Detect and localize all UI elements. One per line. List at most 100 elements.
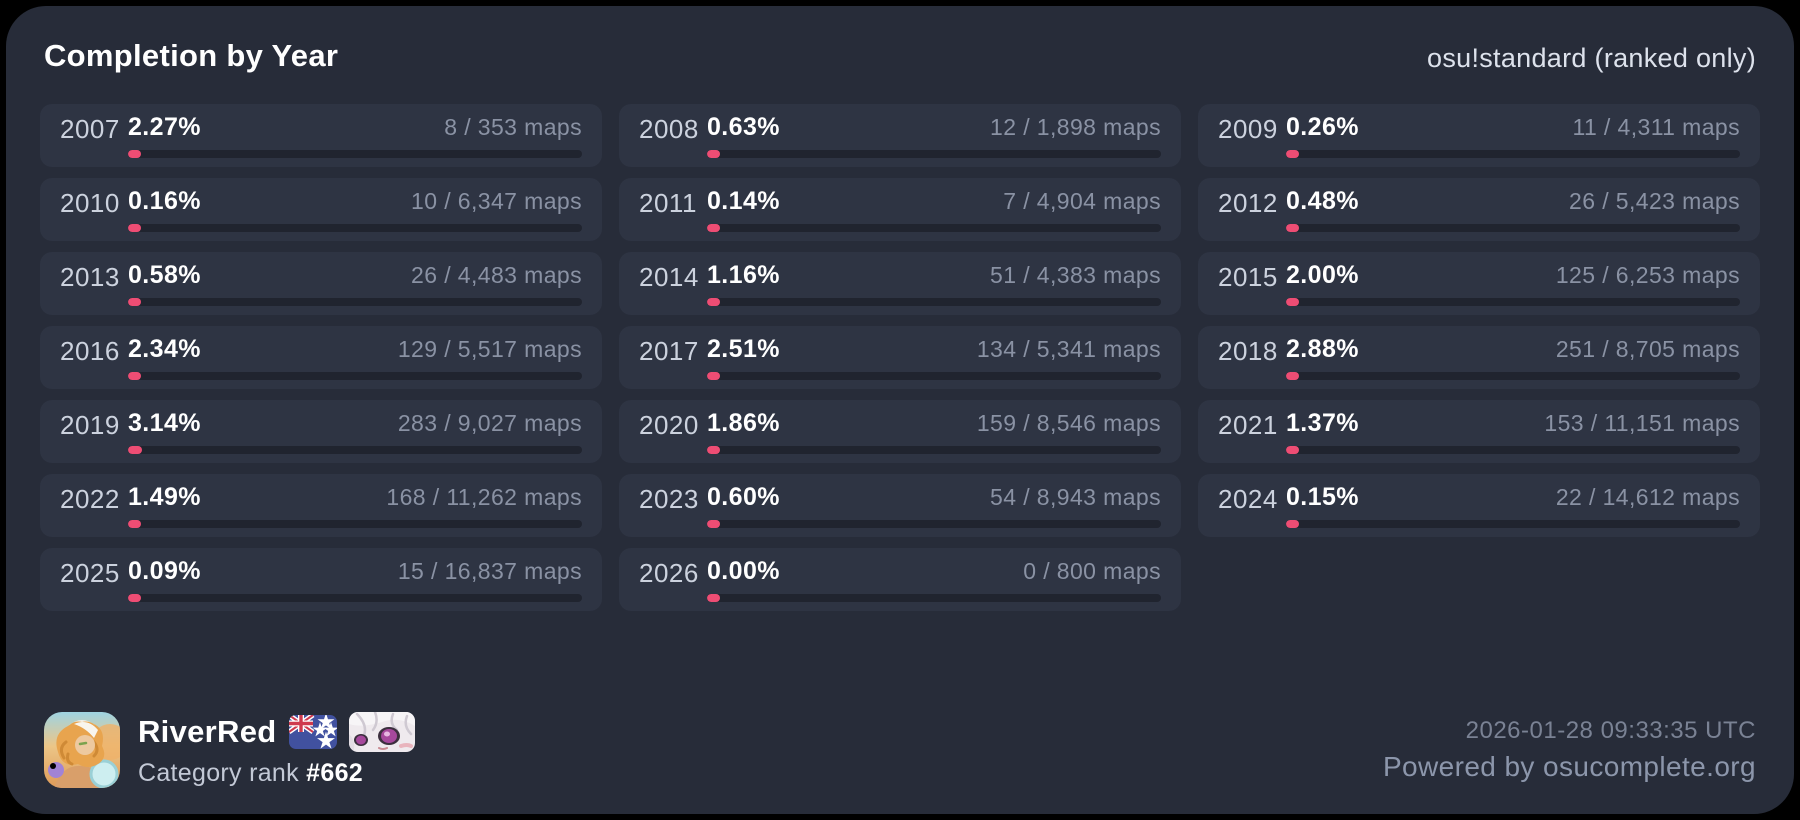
completion-percent: 0.16% [128, 187, 201, 215]
progress-bar [128, 594, 582, 602]
progress-bar-fill [707, 520, 720, 528]
year-label: 2007 [60, 113, 120, 144]
progress-bar-fill [1286, 224, 1299, 232]
year-completion-card: 2013 0.58% 26 / 4,483 maps [40, 252, 602, 315]
completion-percent: 2.88% [1286, 335, 1359, 363]
progress-bar [707, 594, 1161, 602]
completion-percent: 2.27% [128, 113, 201, 141]
year-label: 2021 [1218, 409, 1278, 440]
progress-bar [1286, 150, 1740, 158]
completion-percent: 2.00% [1286, 261, 1359, 289]
year-completion-card: 2009 0.26% 11 / 4,311 maps [1198, 104, 1760, 167]
year-label: 2011 [639, 187, 697, 218]
username: RiverRed [138, 714, 277, 749]
year-label: 2009 [1218, 113, 1278, 144]
maps-count: 125 / 6,253 maps [1555, 262, 1740, 288]
progress-bar-fill [128, 372, 141, 380]
progress-bar-fill [707, 446, 720, 454]
progress-bar [707, 298, 1161, 306]
header: Completion by Year osu!standard (ranked … [6, 6, 1794, 74]
completion-percent: 0.00% [707, 557, 780, 585]
maps-count: 22 / 14,612 maps [1555, 484, 1740, 510]
year-label: 2012 [1218, 187, 1278, 218]
progress-bar [128, 446, 582, 454]
year-completion-card: 2007 2.27% 8 / 353 maps [40, 104, 602, 167]
progress-bar-fill [128, 594, 141, 602]
progress-bar [707, 224, 1161, 232]
badge-avatar-icon [348, 712, 415, 752]
page-title: Completion by Year [44, 38, 339, 73]
year-label: 2016 [60, 335, 120, 366]
year-label: 2026 [639, 557, 699, 588]
category-rank-value: #662 [306, 759, 363, 787]
year-label: 2019 [60, 409, 120, 440]
progress-bar [1286, 446, 1740, 454]
year-completion-card: 2017 2.51% 134 / 5,341 maps [619, 326, 1181, 389]
year-completion-grid: 2007 2.27% 8 / 353 maps 2008 0.63% 12 / … [40, 104, 1760, 611]
maps-count: 11 / 4,311 maps [1572, 114, 1740, 140]
progress-bar [707, 372, 1161, 380]
completion-percent: 0.26% [1286, 113, 1359, 141]
maps-count: 15 / 16,837 maps [397, 558, 582, 584]
year-completion-card: 2026 0.00% 0 / 800 maps [619, 548, 1181, 611]
maps-count: 54 / 8,943 maps [990, 484, 1161, 510]
year-completion-card: 2024 0.15% 22 / 14,612 maps [1198, 474, 1760, 537]
progress-bar [707, 446, 1161, 454]
user-avatar [44, 712, 120, 788]
year-label: 2022 [60, 483, 120, 514]
year-completion-card: 2016 2.34% 129 / 5,517 maps [40, 326, 602, 389]
progress-bar [707, 520, 1161, 528]
year-completion-card: 2020 1.86% 159 / 8,546 maps [619, 400, 1181, 463]
year-label: 2013 [60, 261, 120, 292]
powered-by-link[interactable]: Powered by osucomplete.org [1382, 751, 1756, 782]
progress-bar-fill [707, 594, 720, 602]
year-label: 2025 [60, 557, 120, 588]
completion-percent: 2.34% [128, 335, 201, 363]
year-completion-card: 2025 0.09% 15 / 16,837 maps [40, 548, 602, 611]
year-completion-card: 2012 0.48% 26 / 5,423 maps [1198, 178, 1760, 241]
year-completion-card: 2015 2.00% 125 / 6,253 maps [1198, 252, 1760, 315]
progress-bar [128, 520, 582, 528]
progress-bar-fill [128, 298, 141, 306]
maps-count: 12 / 1,898 maps [990, 114, 1161, 140]
completion-percent: 1.86% [707, 409, 780, 437]
completion-percent: 0.48% [1286, 187, 1359, 215]
progress-bar-fill [128, 520, 141, 528]
mode-label: osu!standard (ranked only) [1427, 43, 1756, 73]
progress-bar-fill [707, 372, 720, 380]
completion-percent: 0.09% [128, 557, 201, 585]
category-rank-label: Category rank [138, 759, 299, 787]
progress-bar [128, 150, 582, 158]
completion-percent: 1.37% [1286, 409, 1359, 437]
year-label: 2018 [1218, 335, 1278, 366]
progress-bar [128, 224, 582, 232]
progress-bar-fill [1286, 298, 1299, 306]
maps-count: 129 / 5,517 maps [397, 336, 582, 362]
year-label: 2017 [639, 335, 699, 366]
progress-bar-fill [1286, 520, 1299, 528]
year-completion-card: 2014 1.16% 51 / 4,383 maps [619, 252, 1181, 315]
completion-percent: 1.49% [128, 483, 201, 511]
year-label: 2020 [639, 409, 699, 440]
completion-percent: 0.58% [128, 261, 201, 289]
progress-bar-fill [707, 298, 720, 306]
year-completion-card: 2021 1.37% 153 / 11,151 maps [1198, 400, 1760, 463]
maps-count: 153 / 11,151 maps [1544, 410, 1740, 436]
completion-percent: 3.14% [128, 409, 201, 437]
maps-count: 159 / 8,546 maps [976, 410, 1161, 436]
footer: RiverRed [44, 712, 1756, 788]
maps-count: 251 / 8,705 maps [1555, 336, 1740, 362]
progress-bar [128, 372, 582, 380]
maps-count: 10 / 6,347 maps [411, 188, 582, 214]
completion-percent: 0.14% [707, 187, 780, 215]
maps-count: 8 / 353 maps [444, 114, 582, 140]
progress-bar [1286, 298, 1740, 306]
year-completion-card: 2011 0.14% 7 / 4,904 maps [619, 178, 1181, 241]
completion-percent: 0.15% [1286, 483, 1359, 511]
new-zealand-flag-icon [288, 715, 337, 749]
year-label: 2008 [639, 113, 699, 144]
year-completion-card: 2022 1.49% 168 / 11,262 maps [40, 474, 602, 537]
year-completion-card: 2008 0.63% 12 / 1,898 maps [619, 104, 1181, 167]
progress-bar-fill [128, 150, 141, 158]
completion-report-card: Completion by Year osu!standard (ranked … [6, 6, 1794, 814]
